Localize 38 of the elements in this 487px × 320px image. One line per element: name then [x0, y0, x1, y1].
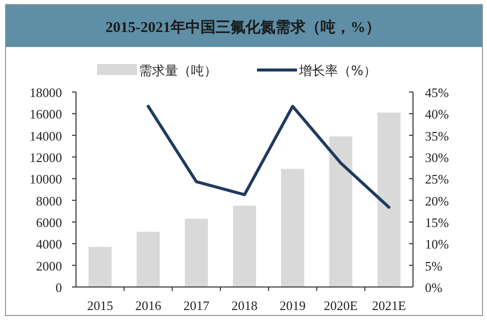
y-tick-label: 2000 — [36, 258, 62, 274]
y2-tick-label: 10% — [425, 236, 449, 252]
y2-tick-label: 25% — [425, 172, 449, 187]
x-tick-label: 2016 — [135, 298, 162, 313]
y-tick-label: 12000 — [30, 150, 62, 165]
y2-tick-label: 35% — [425, 128, 449, 144]
line-series — [146, 104, 390, 209]
x-tick-label: 2017 — [183, 298, 210, 313]
y-tick-label: 16000 — [30, 106, 62, 122]
y-tick-label: 14000 — [30, 128, 62, 144]
y2-tick-label: 20% — [425, 193, 449, 208]
y2-tick-label: 5% — [425, 258, 442, 274]
y2-tick-label: 30% — [425, 150, 449, 165]
y-tick-label: 10000 — [30, 172, 62, 187]
bar — [88, 246, 112, 287]
x-tick-label: 2018 — [232, 298, 258, 313]
chart-title: 2015-2021年中国三氟化氮需求（吨，%） — [106, 19, 380, 36]
y2-tick-label: 45% — [425, 85, 449, 100]
x-tick-label: 2015 — [87, 298, 114, 313]
legend-label: 需求量（吨） — [139, 64, 217, 79]
bar — [281, 168, 304, 287]
bar — [377, 112, 400, 287]
y2-tick-label: 0% — [425, 280, 442, 295]
bar — [329, 136, 352, 287]
y-tick-label: 8000 — [36, 193, 62, 208]
y-tick-label: 6000 — [36, 215, 62, 230]
bar — [136, 232, 160, 287]
y2-tick-label: 15% — [425, 215, 449, 230]
bar — [232, 206, 256, 287]
y-tick-label: 4000 — [36, 236, 62, 252]
x-tick-label: 2019 — [280, 298, 306, 313]
x-tick-label: 2021E — [372, 298, 406, 313]
x-tick-label: 2020E — [324, 298, 358, 313]
y-tick-label: 0 — [56, 280, 62, 295]
legend-label: 增长率（%） — [298, 63, 376, 79]
y2-tick-label: 40% — [425, 106, 449, 122]
bar — [184, 218, 208, 287]
y-tick-label: 18000 — [30, 85, 62, 100]
